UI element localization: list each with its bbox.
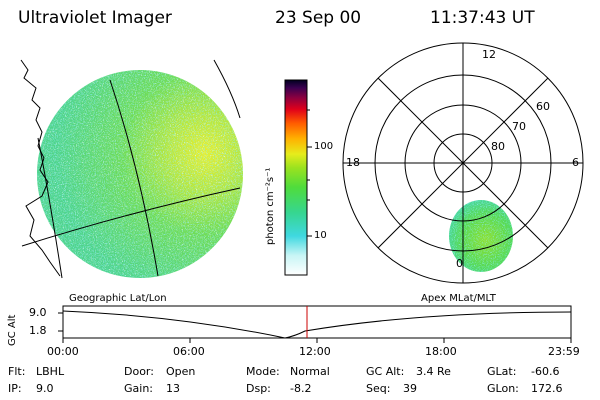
param-flt-key: Flt: [8, 365, 26, 378]
mlt-label-6: 6 [572, 156, 579, 169]
param-gain-key: Gain: [124, 382, 153, 395]
param-ip-key: IP: [8, 382, 22, 395]
mlt-label-18: 18 [346, 156, 360, 169]
param-glon-key: GLon: [487, 382, 519, 395]
param-dsp-value: -8.2 [290, 382, 312, 395]
colorbar-tick-100: 100 [314, 141, 334, 152]
time-label: 11:37:43 UT [430, 8, 535, 28]
strip-right-title: Apex MLat/MLT [421, 293, 496, 304]
strip-x-tick-2359: 23:59 [548, 345, 580, 358]
strip-x-tick-0600: 06:00 [173, 345, 205, 358]
param-mode-value: Normal [290, 365, 330, 378]
strip-y-label: GC Alt [7, 314, 18, 346]
param-gain-value: 13 [166, 382, 180, 395]
param-door-value: Open [166, 365, 196, 378]
mlt-label-0: 0 [456, 257, 463, 270]
param-glon-value: 172.6 [531, 382, 563, 395]
param-gcalt-value: 3.4 Re [416, 365, 451, 378]
uv-image [20, 59, 243, 279]
param-seq-key: Seq: [366, 382, 391, 395]
gc-alt-strip [58, 305, 572, 343]
colorbar [284, 79, 312, 276]
strip-x-tick-0000: 00:00 [47, 345, 79, 358]
param-gcalt-key: GC Alt: [366, 365, 405, 378]
colorbar-tick-10: 10 [314, 230, 327, 241]
param-dsp-key: Dsp: [246, 382, 271, 395]
strip-y-tick-top: 9.0 [29, 306, 47, 319]
date-label: 23 Sep 00 [275, 8, 362, 28]
mlt-label-12: 12 [482, 48, 496, 61]
mlat-label-80: 80 [491, 140, 505, 153]
mlat-label-60: 60 [536, 100, 550, 113]
param-glat-value: -60.6 [531, 365, 560, 378]
mlat-label-70: 70 [512, 120, 526, 133]
param-flt-value: LBHL [36, 365, 65, 378]
strip-left-title: Geographic Lat/Lon [69, 293, 167, 304]
strip-x-tick-1200: 12:00 [299, 345, 331, 358]
colorbar-unit-label: photon cm⁻²s⁻¹ [265, 167, 276, 245]
param-mode-key: Mode: [246, 365, 280, 378]
instrument-title: Ultraviolet Imager [18, 8, 172, 28]
strip-x-tick-1800: 18:00 [425, 345, 457, 358]
param-seq-value: 39 [403, 382, 417, 395]
param-glat-key: GLat: [487, 365, 517, 378]
param-door-key: Door: [124, 365, 154, 378]
polar-plot [342, 42, 584, 284]
param-ip-value: 9.0 [36, 382, 54, 395]
strip-y-tick-bottom: 1.8 [29, 324, 47, 337]
